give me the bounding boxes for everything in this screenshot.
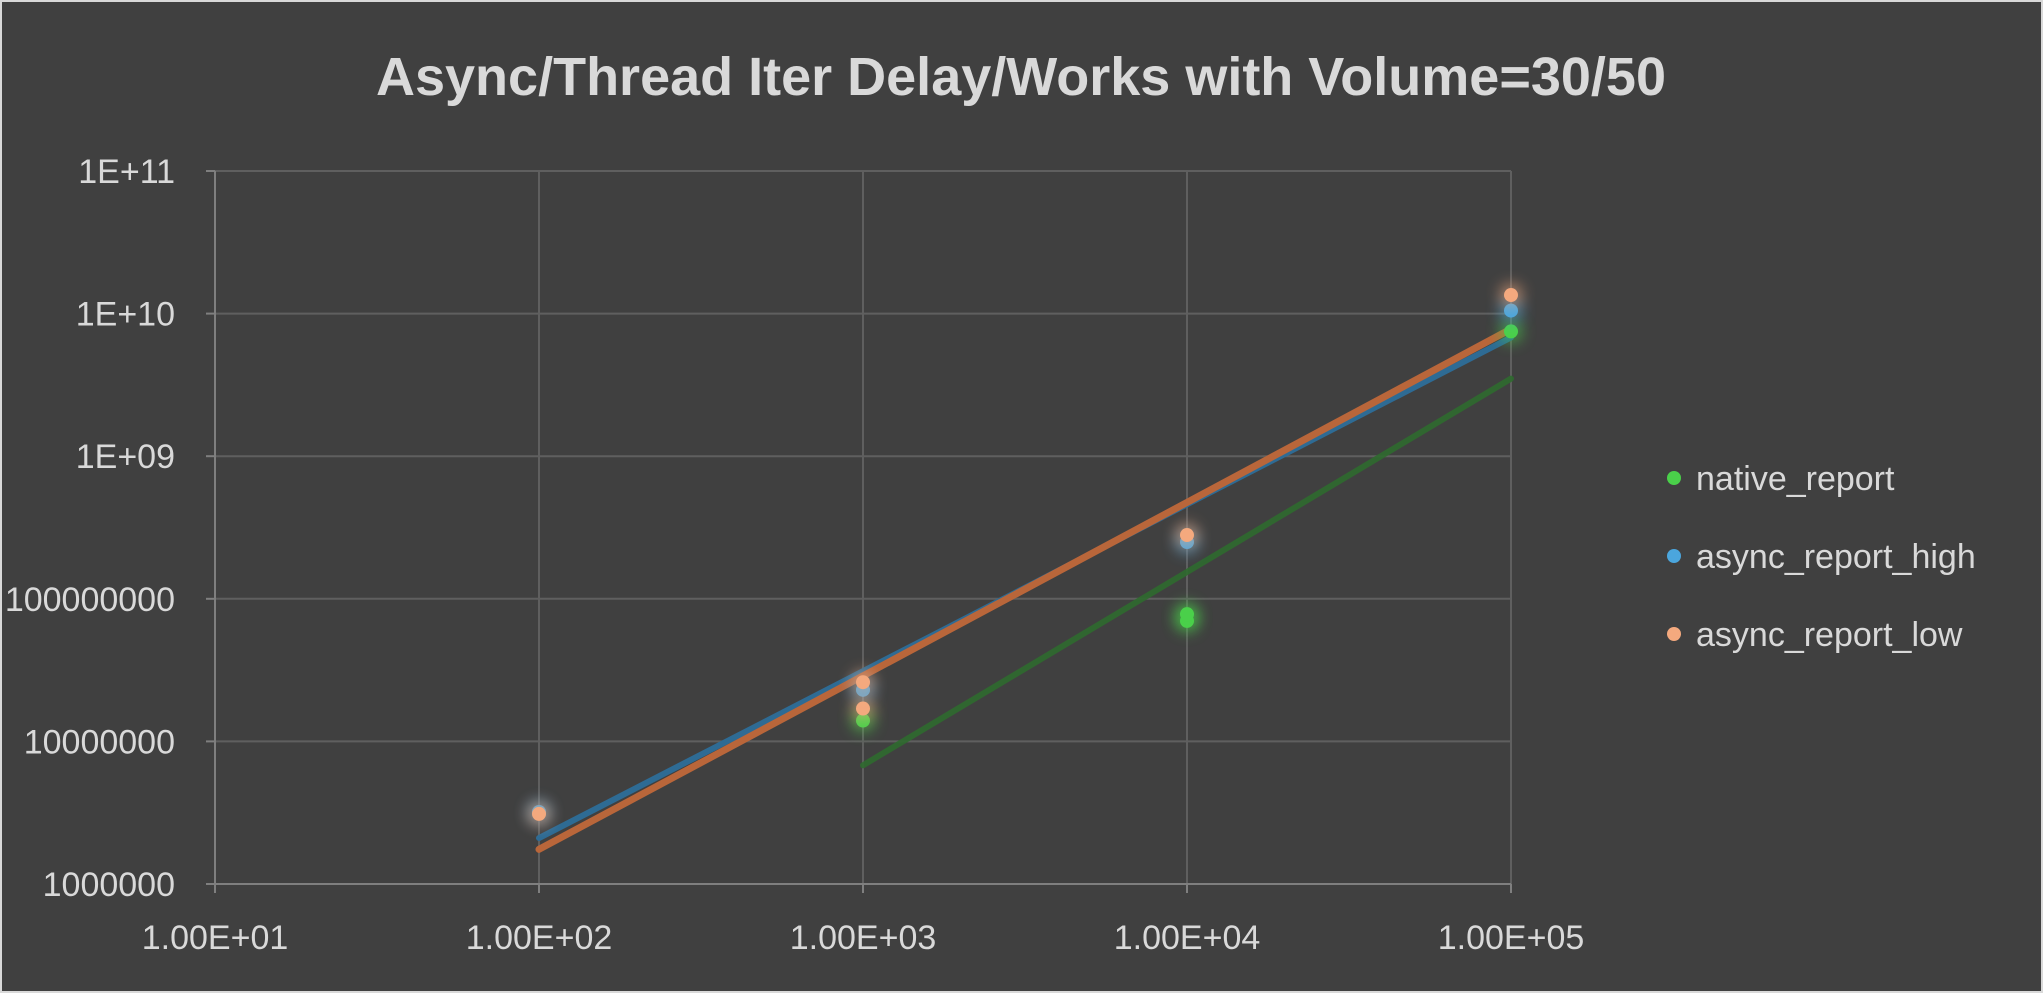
legend-label: async_report_high <box>1696 538 1976 576</box>
legend-marker <box>1667 471 1681 485</box>
y-tick-label: 1E+10 <box>76 296 175 334</box>
data-point-marker <box>1180 528 1194 543</box>
data-point-marker <box>532 806 546 821</box>
legend-item-async_report_low: async_report_low <box>1667 616 1963 654</box>
trendline-async_report_low <box>535 325 1515 853</box>
legend-label: native_report <box>1696 460 1895 498</box>
x-tick-label: 1.00E+03 <box>790 919 937 957</box>
x-tick-label: 1.00E+01 <box>142 919 289 957</box>
data-point-async_report_low <box>851 670 875 695</box>
y-tick-label: 1E+09 <box>76 438 175 476</box>
y-tick-label: 10000000 <box>24 723 175 761</box>
data-point-async_report_low <box>527 801 551 826</box>
legend-marker <box>1667 549 1681 563</box>
data-point-marker <box>1180 607 1194 622</box>
trendlines <box>535 325 1515 853</box>
chart-title: Async/Thread Iter Delay/Works with Volum… <box>376 47 1666 107</box>
data-points <box>527 283 1523 826</box>
trendline-native_report <box>860 375 1514 769</box>
data-point-marker <box>856 675 870 690</box>
data-point-native_report <box>1175 602 1199 627</box>
legend-item-native_report: native_report <box>1667 460 1895 498</box>
data-point-marker <box>1504 288 1518 303</box>
x-tick-label: 1.00E+04 <box>1114 919 1261 957</box>
legend-item-async_report_high: async_report_high <box>1667 538 1976 576</box>
data-point-marker <box>1504 324 1518 339</box>
x-tick-label: 1.00E+05 <box>1438 919 1585 957</box>
data-point-native_report <box>1499 319 1523 344</box>
data-point-async_report_low <box>1175 523 1199 548</box>
legend-label: async_report_low <box>1696 616 1963 654</box>
data-point-marker <box>1504 303 1518 318</box>
tick-labels: 1000000 10000000 100000000 1E+09 1E+10 1E+11 1… <box>5 153 1584 957</box>
grid <box>215 170 1512 884</box>
data-point-async_report_low <box>851 696 875 721</box>
y-tick-label: 1E+11 <box>78 153 175 191</box>
axes <box>206 170 1512 893</box>
x-tick-label: 1.00E+02 <box>466 919 613 957</box>
data-point-marker <box>856 701 870 716</box>
legend: native_report async_report_high async_repo… <box>1667 460 1976 654</box>
data-point-async_report_low <box>1499 283 1523 308</box>
y-tick-label: 1000000 <box>43 866 175 904</box>
y-tick-label: 100000000 <box>5 581 175 619</box>
legend-marker <box>1667 627 1681 641</box>
